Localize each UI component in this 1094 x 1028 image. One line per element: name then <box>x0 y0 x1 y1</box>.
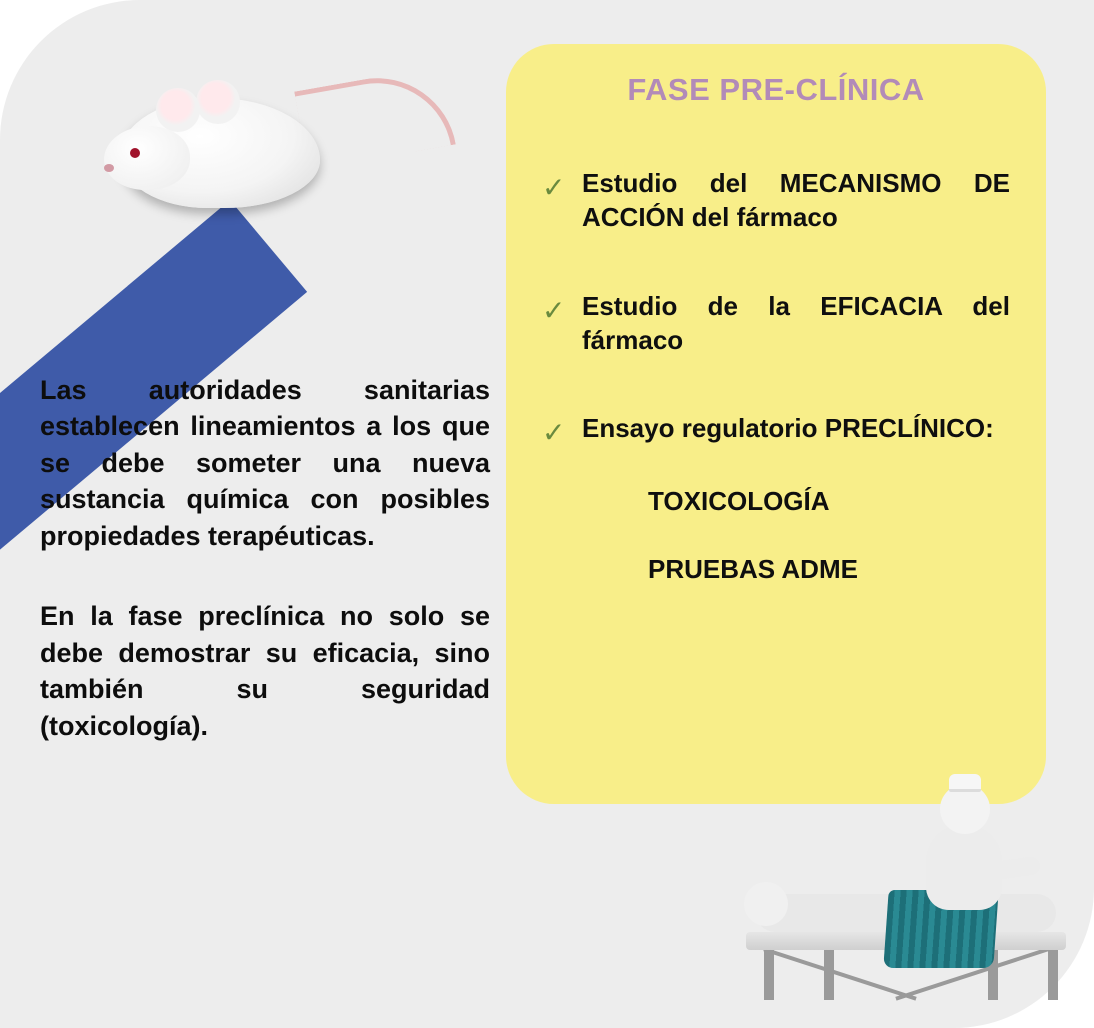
checklist-item-1: ✓ Estudio del MECANISMO DE ACCIÓN del fá… <box>542 166 1010 235</box>
preclinical-panel: FASE PRE-CLÍNICA ✓ Estudio del MECANISMO… <box>506 44 1046 804</box>
checklist-item-1-text: Estudio del MECANISMO DE ACCIÓN del fárm… <box>582 168 1010 232</box>
checklist-item-2-text: Estudio de la EFICACIA del fármaco <box>582 291 1010 355</box>
mouse-illustration <box>100 38 360 218</box>
check-icon: ✓ <box>542 170 565 207</box>
checklist-item-2: ✓ Estudio de la EFICACIA del fármaco <box>542 289 1010 358</box>
checklist-item-3-text: Ensayo regulatorio PRECLÍNICO: <box>582 413 994 443</box>
body-text: Las autoridades sanitarias establecen li… <box>40 372 490 788</box>
sublist-item-1: TOXICOLOGÍA <box>582 484 1010 518</box>
paragraph-1: Las autoridades sanitarias establecen li… <box>40 372 490 554</box>
check-icon: ✓ <box>542 415 565 452</box>
sublist-item-2: PRUEBAS ADME <box>582 552 1010 586</box>
paragraph-2: En la fase preclínica no solo se debe de… <box>40 598 490 744</box>
panel-checklist: ✓ Estudio del MECANISMO DE ACCIÓN del fá… <box>542 166 1010 586</box>
clinic-illustration <box>746 794 1076 1014</box>
checklist-sublist: TOXICOLOGÍA PRUEBAS ADME <box>582 484 1010 587</box>
checklist-item-3: ✓ Ensayo regulatorio PRECLÍNICO: TOXICOL… <box>542 411 1010 586</box>
slide-canvas: FASE PRE-CLÍNICA ✓ Estudio del MECANISMO… <box>0 0 1094 1028</box>
check-icon: ✓ <box>542 293 565 330</box>
panel-title: FASE PRE-CLÍNICA <box>542 72 1010 108</box>
